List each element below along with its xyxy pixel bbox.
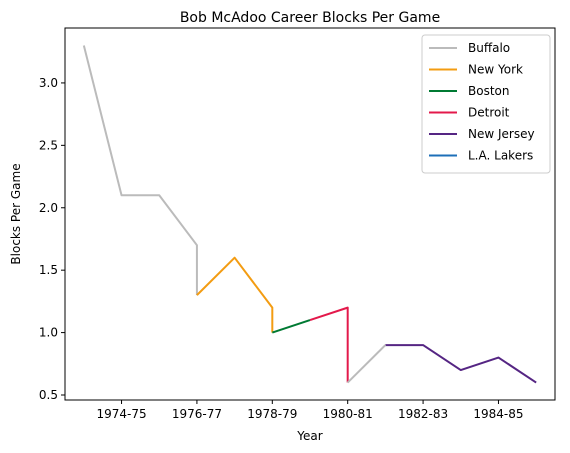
series-line-detroit xyxy=(309,306,349,383)
series-line-buffalo xyxy=(82,45,198,296)
y-tick-label: 1.0 xyxy=(39,326,58,340)
series-line-new-york xyxy=(196,256,274,333)
legend-label-new-jersey: New Jersey xyxy=(468,127,535,141)
legend-label-detroit: Detroit xyxy=(468,106,510,120)
y-tick-label: 2.5 xyxy=(39,138,58,152)
x-tick-label: 1976-77 xyxy=(172,407,222,421)
series-line-segment-0 xyxy=(346,344,387,384)
x-tick-label: 1978-79 xyxy=(247,407,297,421)
x-tick-label: 1980-81 xyxy=(323,407,373,421)
y-tick-label: 1.5 xyxy=(39,263,58,277)
legend: Buffalo New York Boston Detroit New Jersey L.… xyxy=(421,34,551,174)
legend-label-boston: Boston xyxy=(468,84,509,98)
x-tick-label: 1984-85 xyxy=(473,407,523,421)
y-tick-label: 2.0 xyxy=(39,201,58,215)
series-line-boston xyxy=(271,319,311,334)
y-axis: 0.5 1.0 1.5 2.0 2.5 3.0 xyxy=(39,76,65,402)
legend-label-buffalo: Buffalo xyxy=(468,41,510,55)
y-axis-label: Blocks Per Game xyxy=(9,163,23,264)
series-layer xyxy=(82,45,537,384)
legend-label-new-york: New York xyxy=(468,63,523,77)
x-tick-label: 1974-75 xyxy=(96,407,146,421)
y-tick-label: 0.5 xyxy=(39,388,58,402)
plot-frame xyxy=(64,27,556,401)
x-axis: 1974-75 1976-77 1978-79 1980-81 1982-83 1984-… xyxy=(96,400,524,421)
legend-label-l-a-lakers: L.A. Lakers xyxy=(468,149,533,163)
x-tick-label: 1982-83 xyxy=(398,407,448,421)
x-axis-label: Year xyxy=(296,429,322,443)
series-line-new-jersey xyxy=(385,344,537,384)
y-tick-label: 3.0 xyxy=(39,76,58,90)
chart-title: Bob McAdoo Career Blocks Per Game xyxy=(180,10,440,26)
